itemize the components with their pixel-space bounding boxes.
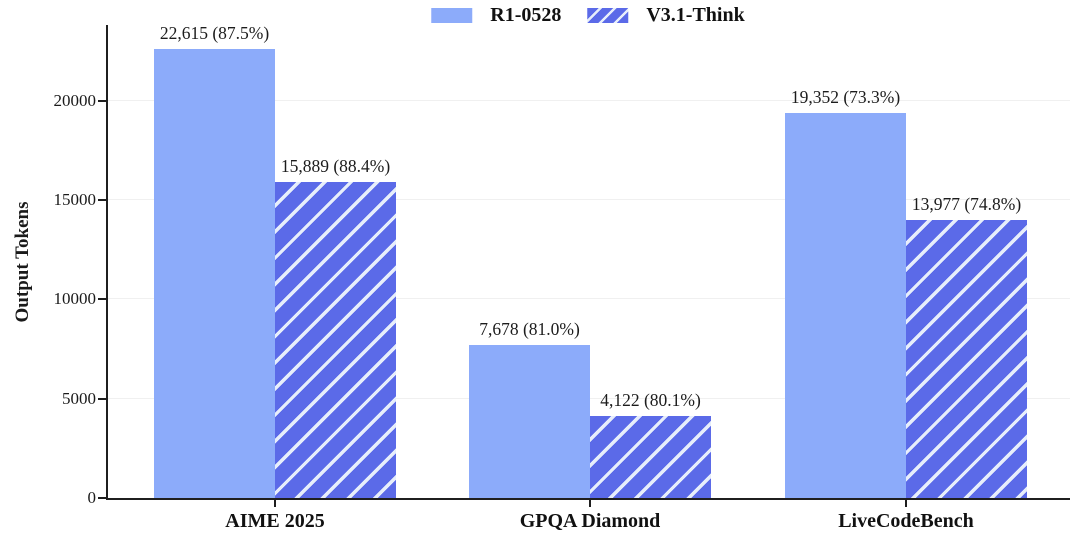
y-tick-mark-20000 bbox=[98, 99, 106, 102]
bar-label-v3-1-think-livecodebench: 13,977 (74.8%) bbox=[911, 194, 1022, 215]
bar-v3-1-think-aime-2025 bbox=[275, 182, 396, 498]
y-tick-mark-10000 bbox=[98, 298, 106, 301]
bar-v3-1-think-gpqa-diamond bbox=[590, 416, 711, 498]
y-tick-mark-5000 bbox=[98, 397, 106, 400]
legend-label-v3-1-think: V3.1-Think bbox=[646, 4, 745, 26]
x-tick-mark-livecodebench bbox=[905, 500, 907, 507]
gridline-15000 bbox=[108, 198, 1070, 200]
bar-label-v3-1-think-aime-2025: 15,889 (88.4%) bbox=[280, 156, 391, 177]
chart-legend: R1-0528 V3.1-Think bbox=[431, 4, 745, 27]
bar-label-r1-0528-livecodebench: 19,352 (73.3%) bbox=[790, 87, 901, 108]
y-tick-mark-15000 bbox=[98, 198, 106, 201]
bar-label-v3-1-think-gpqa-diamond: 4,122 (80.1%) bbox=[600, 390, 701, 411]
y-tick-label-20000: 20000 bbox=[53, 90, 97, 110]
bar-label-r1-0528-gpqa-diamond: 7,678 (81.0%) bbox=[479, 319, 580, 340]
x-tick-mark-gpqa-diamond bbox=[589, 500, 591, 507]
plot-area: 0 5000 10000 15000 20000 22,615 (87.5%) 15,889… bbox=[54, 22, 1070, 532]
bar-label-r1-0528-aime-2025: 22,615 (87.5%) bbox=[159, 22, 270, 43]
x-tick-mark-aime-2025 bbox=[274, 500, 276, 507]
x-tick-label-aime-2025: AIME 2025 bbox=[225, 510, 325, 532]
legend-label-r1-0528: R1-0528 bbox=[490, 4, 562, 26]
y-tick-label-5000: 5000 bbox=[62, 388, 96, 408]
bar-v3-1-think-livecodebench bbox=[906, 220, 1027, 498]
legend-item-r1-0528: R1-0528 bbox=[431, 4, 561, 27]
legend-swatch-solid-icon bbox=[431, 8, 473, 23]
x-tick-label-livecodebench: LiveCodeBench bbox=[838, 510, 974, 532]
y-tick-label-10000: 10000 bbox=[53, 289, 97, 309]
x-tick-label-gpqa-diamond: GPQA Diamond bbox=[519, 510, 661, 532]
bar-r1-0528-aime-2025 bbox=[154, 48, 275, 498]
bar-r1-0528-gpqa-diamond bbox=[469, 345, 590, 498]
y-axis-title: Output Tokens bbox=[12, 201, 33, 323]
gridline-10000 bbox=[108, 298, 1070, 300]
legend-item-v3-1-think: V3.1-Think bbox=[587, 4, 745, 27]
y-tick-label-15000: 15000 bbox=[53, 189, 97, 209]
bar-r1-0528-livecodebench bbox=[785, 113, 906, 498]
legend-swatch-hatched-icon bbox=[587, 8, 629, 23]
y-tick-mark-0 bbox=[98, 497, 106, 499]
gridline-20000 bbox=[108, 99, 1070, 101]
y-tick-label-0: 0 bbox=[87, 488, 97, 507]
